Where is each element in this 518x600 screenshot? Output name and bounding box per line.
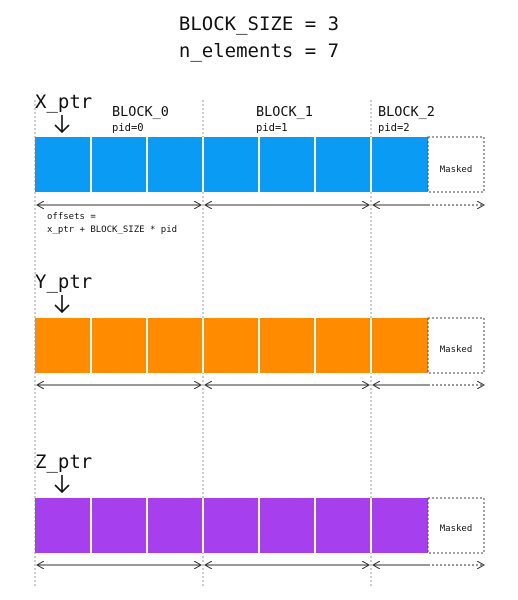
n-elements-heading: n_elements = 7 bbox=[179, 40, 339, 62]
block-label-1: BLOCK_1 bbox=[256, 104, 313, 120]
x-masked-label: Masked bbox=[440, 165, 473, 175]
block-label-2: BLOCK_2 bbox=[378, 104, 435, 120]
offsets-formula-line-2: x_ptr + BLOCK_SIZE * pid bbox=[47, 225, 177, 235]
block-size-heading: BLOCK_SIZE = 3 bbox=[179, 13, 339, 35]
pid-label-1: pid=1 bbox=[256, 122, 288, 134]
z-masked-cell bbox=[427, 497, 485, 554]
x-pointer-label: X_ptr bbox=[35, 91, 92, 113]
z-pointer-arrow-icon bbox=[54, 475, 70, 494]
y-array-group: Y_ptr Masked bbox=[35, 271, 484, 385]
y-masked-label: Masked bbox=[440, 345, 473, 355]
y-array-bar bbox=[35, 318, 428, 373]
z-array-bar bbox=[35, 498, 428, 553]
x-array-group: X_ptr Masked offsets = x_ptr + BLOCK_SIZ… bbox=[35, 91, 484, 235]
z-masked-label: Masked bbox=[440, 524, 473, 534]
x-pointer-arrow-icon bbox=[54, 115, 70, 134]
pid-label-0: pid=0 bbox=[112, 122, 144, 134]
y-masked-cell bbox=[427, 317, 485, 374]
y-pointer-arrow-icon bbox=[54, 295, 70, 314]
offsets-formula-line-1: offsets = bbox=[47, 212, 96, 222]
pid-label-2: pid=2 bbox=[378, 122, 410, 134]
z-pointer-label: Z_ptr bbox=[35, 451, 92, 473]
block-label-0: BLOCK_0 bbox=[112, 104, 169, 120]
y-pointer-label: Y_ptr bbox=[35, 271, 92, 293]
z-array-group: Z_ptr Masked bbox=[35, 451, 484, 565]
x-masked-cell bbox=[427, 136, 485, 193]
x-array-bar bbox=[35, 137, 428, 192]
